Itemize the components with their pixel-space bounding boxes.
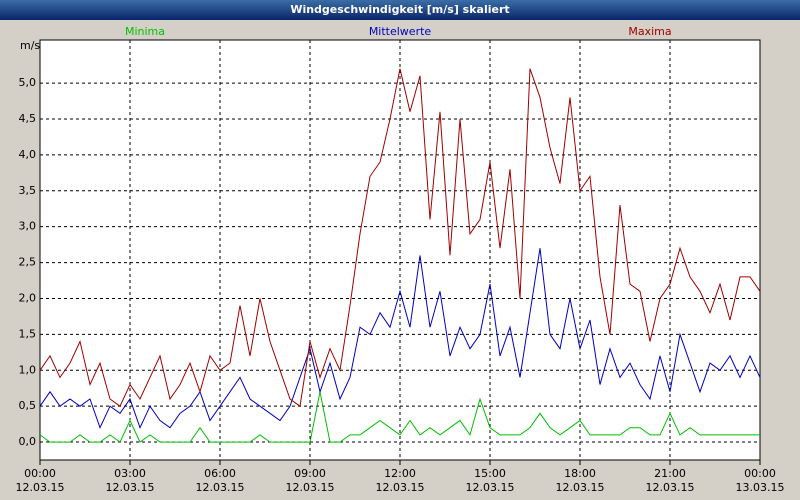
x-tick-label: 00:00 13.03.15 [736, 467, 785, 494]
series-line [39, 68, 761, 408]
x-tick-label-line: 12.03.15 [646, 481, 695, 494]
series-line [39, 248, 761, 430]
y-tick-label: 4,0 [19, 148, 37, 161]
y-tick-label: 2,0 [19, 291, 37, 304]
x-tick-label-line: 21:00 [654, 467, 686, 480]
x-tick-label-line: 12.03.15 [556, 481, 605, 494]
legend-label: Maxima [628, 25, 671, 38]
y-tick-label: 2,5 [19, 256, 37, 269]
x-tick-label: 00:00 12.03.15 [16, 467, 65, 494]
y-tick-label: 0,0 [19, 435, 37, 448]
series-line [39, 391, 760, 443]
x-tick-label-line: 15:00 [474, 467, 506, 480]
y-tick-label: 3,5 [19, 184, 37, 197]
x-tick-label-line: 00:00 [24, 467, 56, 480]
x-tick-label: 06:00 12.03.15 [196, 467, 245, 494]
x-tick-label-line: 12.03.15 [196, 481, 245, 494]
x-tick-label: 15:00 12.03.15 [466, 467, 515, 494]
x-tick-label-line: 12.03.15 [16, 481, 65, 494]
y-tick-label: 5,0 [19, 76, 37, 89]
y-tick-label: 0,5 [19, 399, 37, 412]
x-tick-label-line: 12:00 [384, 467, 416, 480]
chart-title: Windgeschwindigkeit [m/s] skaliert [290, 3, 509, 16]
y-axis-label: m/s [20, 39, 40, 52]
y-tick-label: 4,5 [19, 112, 37, 125]
x-tick-label: 09:00 12.03.15 [286, 467, 335, 494]
x-tick-label-line: 12.03.15 [106, 481, 155, 494]
x-tick-label-line: 00:00 [744, 467, 776, 480]
legend-label: Mittelwerte [369, 25, 432, 38]
x-tick-label-line: 12.03.15 [466, 481, 515, 494]
x-tick-label: 21:00 12.03.15 [646, 467, 695, 494]
title-bar [0, 0, 800, 20]
y-tick-label: 1,0 [19, 363, 37, 376]
x-tick-label-line: 18:00 [564, 467, 596, 480]
x-tick-label: 12:00 12.03.15 [376, 467, 425, 494]
y-tick-label: 1,5 [19, 327, 37, 340]
x-tick-label: 18:00 12.03.15 [556, 467, 605, 494]
x-tick-label-line: 12.03.15 [376, 481, 425, 494]
x-tick-label-line: 13.03.15 [736, 481, 785, 494]
x-tick-label-line: 06:00 [204, 467, 236, 480]
x-tick-label-line: 09:00 [294, 467, 326, 480]
x-tick-label: 03:00 12.03.15 [106, 467, 155, 494]
y-tick-label: 3,0 [19, 220, 37, 233]
legend-label: Minima [125, 25, 165, 38]
x-tick-label-line: 12.03.15 [286, 481, 335, 494]
x-tick-label-line: 03:00 [114, 467, 146, 480]
